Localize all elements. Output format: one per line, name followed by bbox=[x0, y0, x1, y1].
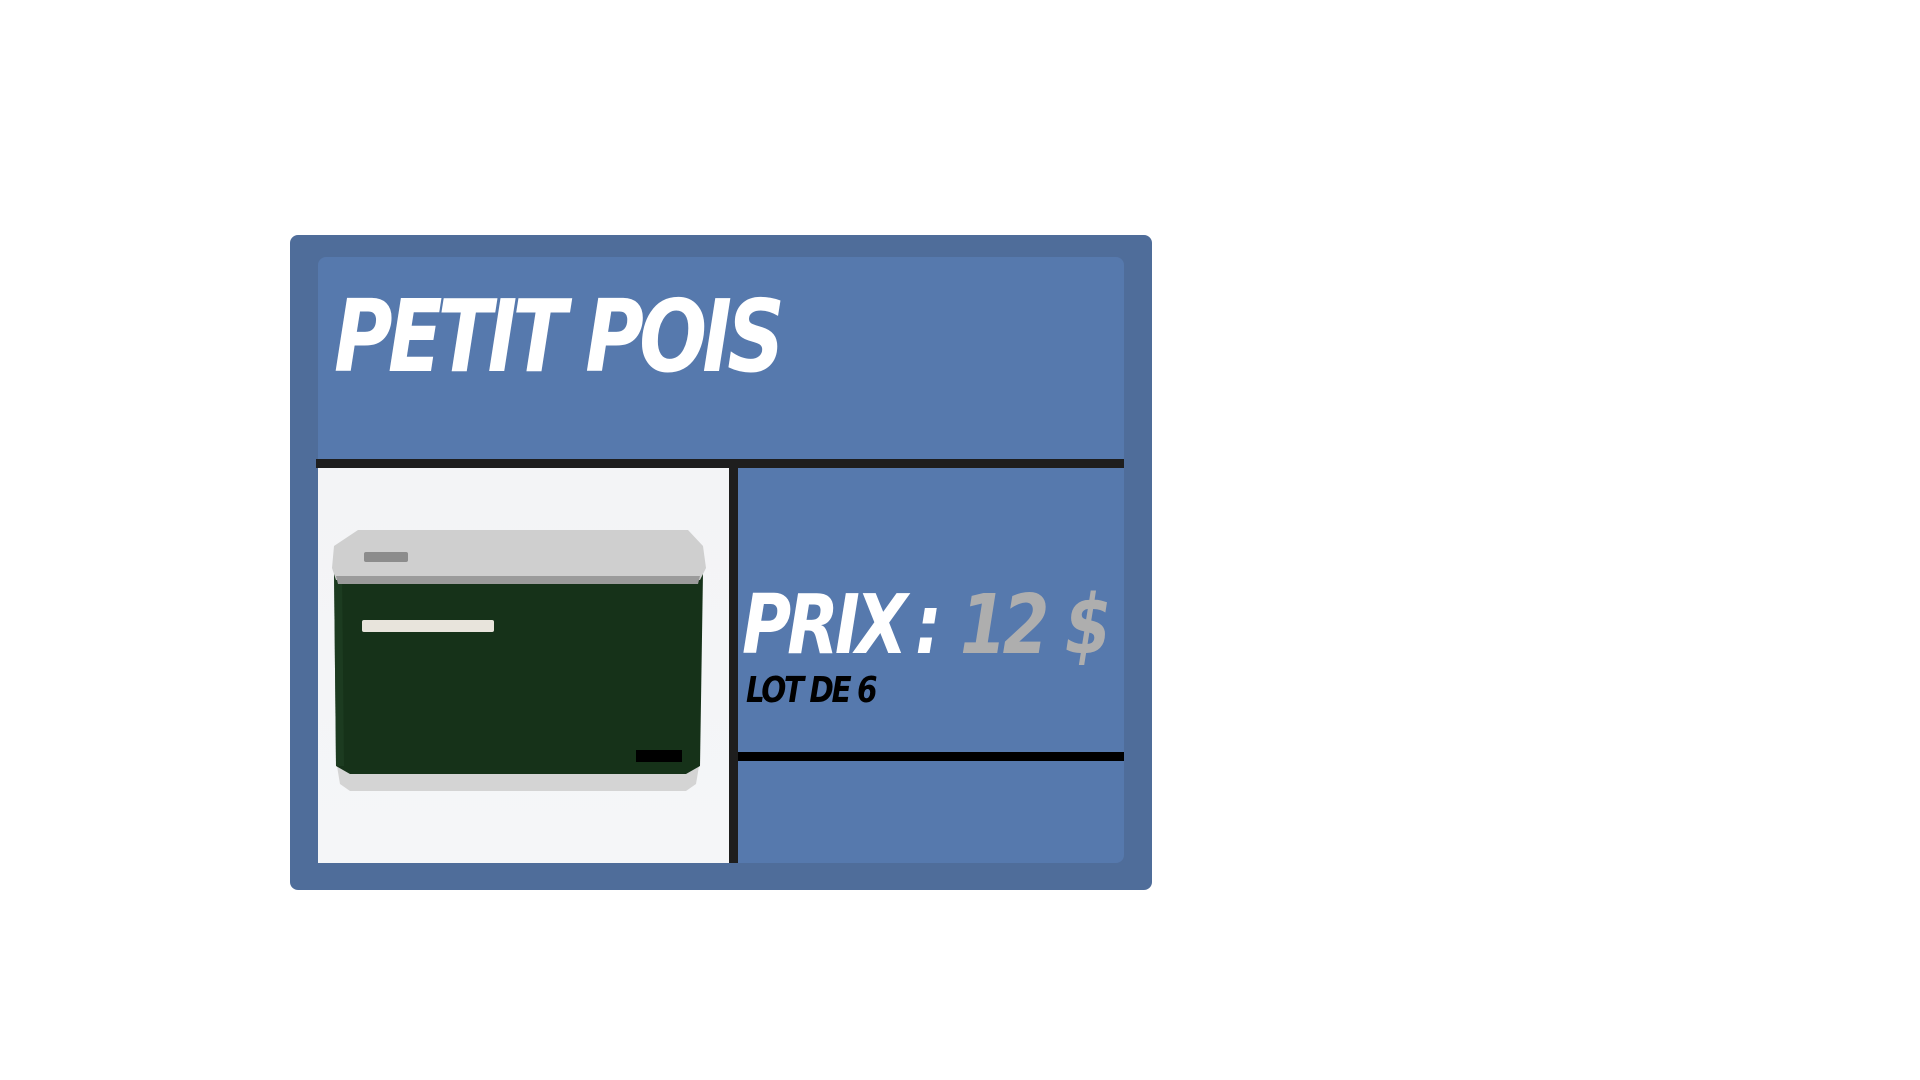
lot-size-label: LOT DE 6 bbox=[746, 670, 878, 711]
canned-peas-tin-icon bbox=[332, 530, 706, 791]
product-title: PETIT POIS bbox=[334, 278, 785, 395]
price-value: 12 $ bbox=[959, 578, 1111, 673]
image-divider bbox=[729, 465, 738, 863]
price-divider bbox=[738, 752, 1124, 761]
price-row: PRIX : 12 $ bbox=[742, 578, 1111, 673]
title-divider bbox=[316, 459, 1124, 468]
price-separator: : bbox=[915, 578, 942, 673]
price-label: PRIX bbox=[742, 578, 908, 673]
